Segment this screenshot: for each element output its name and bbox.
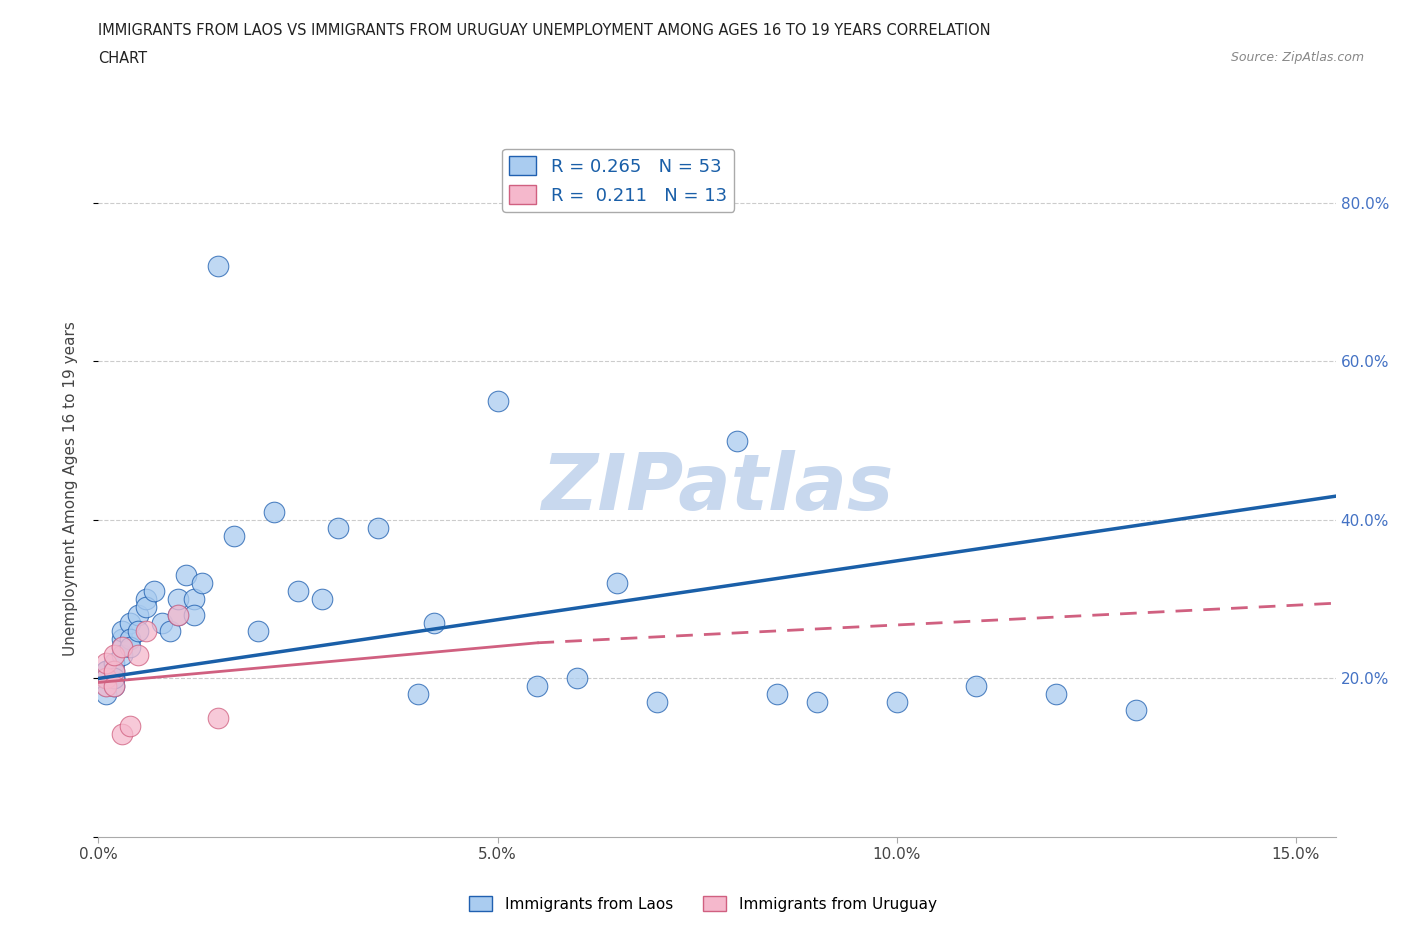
Point — [167, 591, 190, 606]
Point — [159, 623, 181, 638]
Point — [183, 607, 205, 622]
Point — [120, 719, 142, 734]
Point — [167, 607, 190, 622]
Point — [127, 647, 149, 662]
Point — [167, 607, 190, 622]
Point — [103, 647, 125, 662]
Point — [96, 655, 118, 670]
Point — [120, 639, 142, 654]
Point — [263, 505, 285, 520]
Point — [766, 687, 789, 702]
Point — [486, 393, 509, 408]
Point — [96, 687, 118, 702]
Point — [111, 639, 134, 654]
Point — [311, 591, 333, 606]
Point — [367, 521, 389, 536]
Point — [120, 631, 142, 646]
Point — [287, 584, 309, 599]
Point — [127, 623, 149, 638]
Point — [103, 671, 125, 686]
Point — [96, 679, 118, 694]
Point — [526, 679, 548, 694]
Point — [103, 655, 125, 670]
Point — [326, 521, 349, 536]
Point — [135, 623, 157, 638]
Text: Source: ZipAtlas.com: Source: ZipAtlas.com — [1230, 51, 1364, 64]
Point — [96, 671, 118, 686]
Point — [606, 576, 628, 591]
Point — [1125, 703, 1147, 718]
Point — [111, 726, 134, 741]
Point — [135, 591, 157, 606]
Point — [406, 687, 429, 702]
Point — [143, 584, 166, 599]
Point — [422, 616, 444, 631]
Text: ZIPatlas: ZIPatlas — [541, 450, 893, 526]
Point — [96, 671, 118, 686]
Point — [96, 663, 118, 678]
Point — [150, 616, 173, 631]
Point — [806, 695, 828, 710]
Point — [725, 433, 748, 448]
Point — [111, 647, 134, 662]
Text: CHART: CHART — [98, 51, 148, 66]
Text: IMMIGRANTS FROM LAOS VS IMMIGRANTS FROM URUGUAY UNEMPLOYMENT AMONG AGES 16 TO 19: IMMIGRANTS FROM LAOS VS IMMIGRANTS FROM … — [98, 23, 991, 38]
Point — [96, 679, 118, 694]
Point — [103, 663, 125, 678]
Point — [207, 711, 229, 725]
Point — [103, 671, 125, 686]
Point — [567, 671, 589, 686]
Point — [111, 631, 134, 646]
Point — [207, 259, 229, 273]
Point — [135, 600, 157, 615]
Point — [1045, 687, 1067, 702]
Point — [120, 616, 142, 631]
Point — [103, 679, 125, 694]
Point — [96, 671, 118, 686]
Point — [174, 568, 197, 583]
Point — [191, 576, 214, 591]
Point — [111, 639, 134, 654]
Point — [127, 607, 149, 622]
Point — [645, 695, 668, 710]
Y-axis label: Unemployment Among Ages 16 to 19 years: Unemployment Among Ages 16 to 19 years — [63, 321, 77, 656]
Point — [103, 679, 125, 694]
Point — [96, 663, 118, 678]
Point — [966, 679, 988, 694]
Point — [224, 528, 246, 543]
Point — [247, 623, 270, 638]
Point — [111, 623, 134, 638]
Legend: R = 0.265   N = 53, R =  0.211   N = 13: R = 0.265 N = 53, R = 0.211 N = 13 — [502, 149, 734, 212]
Point — [183, 591, 205, 606]
Legend: Immigrants from Laos, Immigrants from Uruguay: Immigrants from Laos, Immigrants from Ur… — [464, 889, 942, 918]
Point — [886, 695, 908, 710]
Point — [103, 663, 125, 678]
